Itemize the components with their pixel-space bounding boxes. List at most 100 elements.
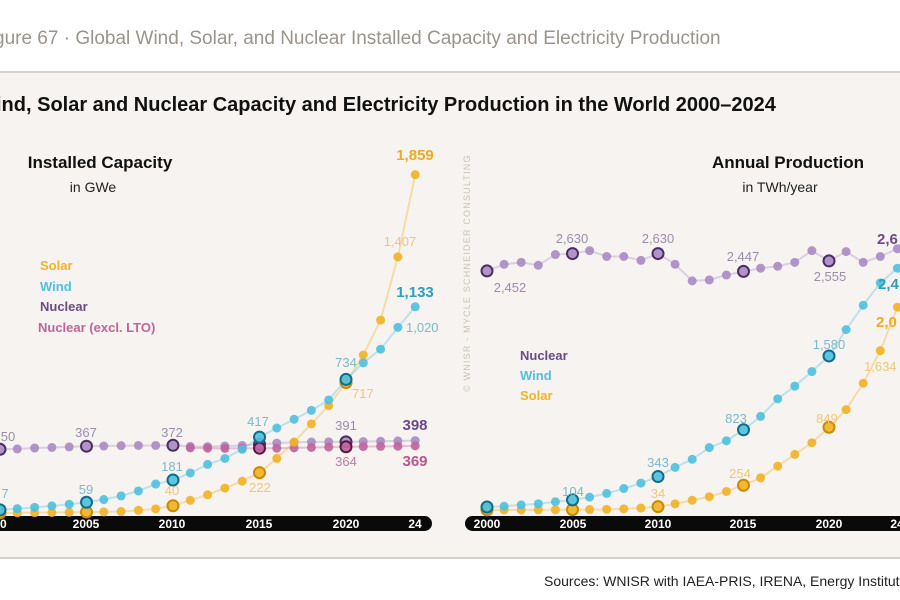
- data-point-nuclear: [670, 259, 680, 269]
- data-label: 1,407: [384, 234, 417, 249]
- data-point-wind: [133, 486, 143, 496]
- data-point-nuclear: [822, 254, 836, 268]
- data-label: 849: [816, 411, 838, 426]
- data-point-solar: [272, 453, 282, 463]
- data-point-nuclear: [704, 275, 714, 285]
- data-point-solar: [585, 505, 595, 515]
- data-point-nuclear: [64, 442, 74, 452]
- data-point-wind: [358, 358, 368, 368]
- data-point-solar: [64, 507, 74, 517]
- data-point-solar: [807, 438, 817, 448]
- data-point-nuclear: [80, 439, 93, 453]
- data-point-solar: [670, 499, 680, 509]
- data-point-wind: [721, 436, 731, 446]
- data-point-nuclear: [0, 442, 7, 456]
- data-point-wind: [166, 473, 180, 487]
- data-point-wind: [80, 495, 93, 509]
- data-point-nuclear: [737, 264, 750, 278]
- data-point-solar: [619, 504, 629, 514]
- data-point-wind: [585, 492, 595, 502]
- data-point-solar: [687, 495, 697, 505]
- data-label: 1,580: [813, 337, 846, 352]
- chart-title: Annual Production: [712, 153, 864, 172]
- data-label: 343: [647, 455, 669, 470]
- data-point-wind: [619, 484, 629, 494]
- data-label: 398: [402, 417, 427, 434]
- data-point-wind: [756, 411, 766, 421]
- data-point-wind: [376, 344, 386, 354]
- data-point-nuclear: [566, 247, 579, 261]
- data-label: 369: [402, 453, 427, 470]
- data-point-nuclear: [841, 247, 851, 257]
- data-point-wind: [203, 459, 213, 469]
- data-point-nuclear: [721, 270, 731, 280]
- x-tick-label: 2015: [730, 517, 757, 531]
- data-point-solar: [737, 478, 750, 492]
- data-point-wind: [339, 372, 353, 386]
- data-point-solar: [253, 466, 266, 480]
- data-point-solar: [721, 486, 731, 496]
- data-point-wind: [875, 278, 885, 288]
- data-point-solar: [47, 507, 57, 517]
- data-point-solar: [822, 420, 836, 434]
- data-point-nuclear-excl-lto: [358, 442, 368, 452]
- data-point-solar: [99, 507, 109, 517]
- data-point-wind: [737, 423, 750, 437]
- data-label: 717: [352, 386, 374, 401]
- data-point-solar: [550, 505, 560, 515]
- data-point-wind: [704, 443, 714, 453]
- data-point-solar: [636, 503, 646, 513]
- figure-caption: gure 67 · Global Wind, Solar, and Nuclea…: [0, 28, 721, 49]
- x-tick-label: 2020: [816, 517, 843, 531]
- data-point-solar: [203, 490, 213, 500]
- data-point-nuclear: [533, 260, 543, 270]
- data-point-nuclear: [651, 247, 665, 261]
- data-point-solar: [358, 350, 368, 360]
- data-point-wind: [220, 453, 230, 463]
- data-point-nuclear: [858, 257, 868, 267]
- data-point-wind: [30, 502, 40, 512]
- data-point-wind: [670, 462, 680, 472]
- data-point-nuclear: [790, 257, 800, 267]
- data-point-solar: [892, 302, 900, 312]
- chart-panel: [0, 71, 900, 559]
- data-label: 1,133: [396, 284, 434, 301]
- data-point-nuclear: [875, 252, 885, 261]
- x-tick-label: 2005: [560, 517, 587, 531]
- legend-entry-solar: Solar: [40, 258, 73, 273]
- data-label: 2,6: [877, 231, 898, 248]
- data-point-nuclear: [773, 261, 783, 271]
- data-point-nuclear: [116, 441, 126, 451]
- data-label: 823: [725, 411, 747, 426]
- data-point-wind: [253, 430, 266, 444]
- x-tick-label: 00: [0, 517, 7, 531]
- data-point-solar: [602, 504, 612, 514]
- data-point-solar: [289, 437, 299, 447]
- chart-subtitle: in GWe: [70, 179, 117, 195]
- data-point-wind: [687, 454, 697, 464]
- data-point-solar: [651, 500, 665, 514]
- data-point-wind: [636, 478, 646, 488]
- data-point-nuclear: [166, 438, 180, 452]
- data-label: 367: [75, 425, 97, 440]
- x-tick-label: 2010: [645, 517, 672, 531]
- data-point-nuclear: [687, 276, 697, 286]
- legend-entry-solar: Solar: [520, 388, 553, 403]
- legend-entry-nuclear-excl-lto: Nuclear (excl. LTO): [38, 320, 155, 335]
- data-point-wind: [516, 500, 526, 510]
- data-point-solar: [858, 378, 868, 388]
- data-label: 2,4: [878, 276, 900, 293]
- x-tick-label: 2010: [159, 517, 186, 531]
- data-point-wind: [237, 444, 247, 454]
- data-point-nuclear-excl-lto: [272, 443, 282, 453]
- data-point-wind: [499, 501, 509, 511]
- x-axis-bar: [465, 516, 900, 531]
- legend-entry-nuclear: Nuclear: [40, 299, 88, 314]
- data-label: 2,555: [814, 269, 847, 284]
- data-point-nuclear-excl-lto: [393, 441, 403, 451]
- data-point-nuclear-excl-lto: [220, 443, 230, 453]
- data-point-solar: [220, 483, 230, 493]
- data-point-wind: [602, 488, 612, 498]
- data-point-solar: [376, 315, 386, 325]
- data-point-solar: [237, 476, 247, 486]
